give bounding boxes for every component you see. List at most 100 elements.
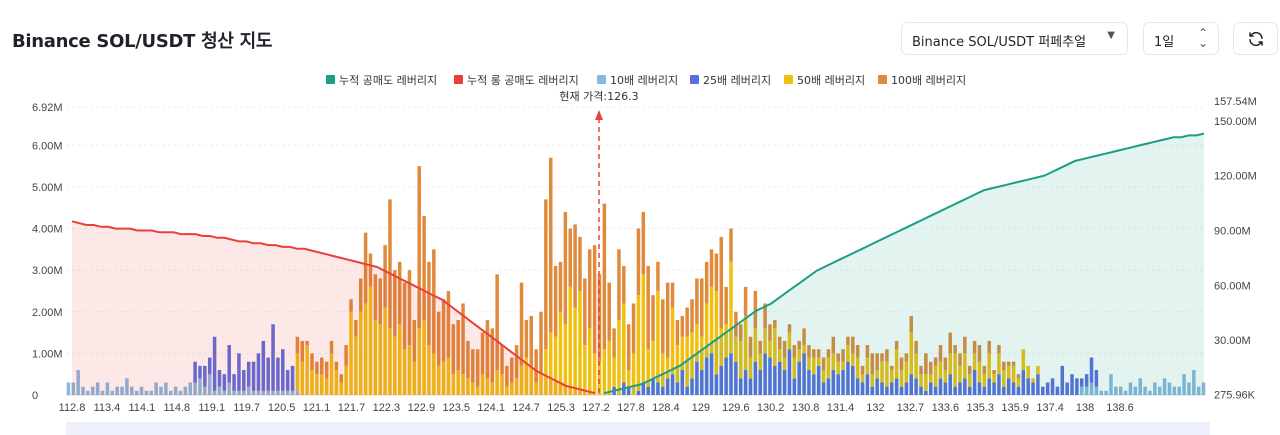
bar-segment bbox=[626, 324, 631, 371]
bar-segment bbox=[510, 357, 514, 383]
bar-segment bbox=[894, 349, 899, 379]
bar-segment bbox=[997, 374, 1001, 395]
bar-segment bbox=[212, 336, 217, 391]
bar-segment bbox=[665, 378, 670, 395]
bar-segment bbox=[977, 382, 982, 395]
bar-segment bbox=[402, 349, 407, 395]
bar-segment bbox=[700, 278, 704, 337]
bar-segment bbox=[1192, 370, 1196, 395]
bar-segment bbox=[349, 299, 353, 312]
bar-segment bbox=[358, 311, 363, 395]
bar-segment bbox=[441, 299, 446, 362]
bar-segment bbox=[548, 332, 553, 395]
bar-segment bbox=[246, 386, 251, 395]
y-right-tick-label: 120.00M bbox=[1214, 171, 1257, 183]
legend-swatch bbox=[690, 75, 699, 84]
bar-segment bbox=[432, 249, 436, 354]
bar-segment bbox=[583, 278, 587, 346]
bar-segment bbox=[777, 361, 782, 395]
bar-segment bbox=[422, 216, 426, 321]
bar-segment bbox=[890, 365, 894, 371]
bar-segment bbox=[354, 320, 358, 337]
bar-segment bbox=[807, 345, 811, 358]
legend-swatch bbox=[597, 75, 606, 84]
bar-segment bbox=[841, 349, 845, 362]
bar-segment bbox=[1031, 382, 1035, 395]
bar-segment bbox=[617, 320, 621, 395]
bar-segment bbox=[958, 353, 962, 366]
bar-segment bbox=[836, 374, 840, 395]
bar-segment bbox=[851, 336, 855, 354]
bar-segment bbox=[427, 261, 431, 346]
bar-segment bbox=[773, 328, 777, 366]
bar-segment bbox=[266, 390, 270, 395]
bar-segment bbox=[1016, 386, 1021, 395]
bar-segment bbox=[329, 340, 334, 354]
bar-segment bbox=[948, 332, 952, 354]
bar-segment bbox=[320, 374, 324, 395]
bar-segment bbox=[1021, 370, 1026, 395]
bar-segment bbox=[763, 303, 767, 329]
bar-segment bbox=[738, 324, 743, 341]
bar-segment bbox=[928, 374, 933, 383]
bar-segment bbox=[207, 374, 212, 395]
legend-label: 50배 레버리지 bbox=[797, 74, 865, 87]
bar-segment bbox=[383, 307, 387, 395]
bar-segment bbox=[636, 228, 641, 296]
x-tick-label: 124.7 bbox=[512, 402, 540, 414]
bar-segment bbox=[276, 357, 280, 391]
bar-segment bbox=[821, 382, 826, 395]
bar-segment bbox=[631, 303, 636, 354]
bar-segment bbox=[875, 370, 879, 379]
x-tick-label: 138 bbox=[1076, 402, 1094, 414]
bar-segment bbox=[1006, 378, 1011, 395]
refresh-button[interactable] bbox=[1233, 22, 1278, 55]
bar-segment bbox=[378, 278, 382, 325]
bar-segment bbox=[982, 374, 987, 387]
bar-segment bbox=[446, 290, 451, 358]
x-tick-label: 135.9 bbox=[1001, 402, 1029, 414]
bar-segment bbox=[495, 370, 499, 395]
bar-segment bbox=[738, 378, 743, 395]
period-select[interactable]: 1일 ⌃ ⌄ bbox=[1143, 22, 1219, 55]
bar-segment bbox=[919, 365, 923, 375]
bar-segment bbox=[953, 353, 957, 387]
bar-segment bbox=[661, 353, 665, 387]
bar-segment bbox=[646, 386, 650, 395]
bar-segment bbox=[977, 361, 982, 383]
bar-segment bbox=[86, 390, 90, 395]
bar-segment bbox=[281, 390, 285, 395]
bar-segment bbox=[641, 274, 646, 383]
pair-select[interactable]: Binance SOL/USDT 퍼페추얼 ▼ bbox=[901, 22, 1128, 55]
legend-label: 10배 레버리지 bbox=[610, 74, 678, 87]
bar-segment bbox=[743, 315, 748, 371]
y-left-tick-label: 0 bbox=[32, 390, 38, 402]
bar-segment bbox=[227, 382, 231, 395]
bar-segment bbox=[246, 361, 251, 387]
long-cum-area bbox=[72, 221, 595, 395]
x-tick-label: 133.6 bbox=[932, 402, 960, 414]
x-tick-label: 119.7 bbox=[233, 402, 260, 414]
current-price-arrow bbox=[595, 110, 603, 120]
bar-segment bbox=[704, 303, 709, 358]
bar-segment bbox=[368, 286, 373, 395]
bar-segment bbox=[924, 353, 928, 375]
bar-segment bbox=[1045, 382, 1050, 395]
bar-segment bbox=[115, 386, 119, 395]
bar-segment bbox=[495, 274, 499, 371]
bar-segment bbox=[412, 320, 417, 362]
bar-segment bbox=[349, 311, 353, 395]
bar-segment bbox=[865, 357, 870, 375]
bar-segment bbox=[1153, 382, 1157, 395]
legend-label: 100배 레버리지 bbox=[891, 74, 966, 87]
x-tick-label: 137.4 bbox=[1036, 402, 1064, 414]
bar-segment bbox=[242, 390, 246, 395]
bar-segment bbox=[626, 386, 631, 395]
bar-segment bbox=[714, 374, 719, 395]
bar-segment bbox=[958, 365, 962, 383]
bar-segment bbox=[700, 336, 704, 371]
y-left-tick-label: 1.00M bbox=[32, 348, 63, 360]
x-tick-label: 120.5 bbox=[268, 402, 296, 414]
bar-segment bbox=[1002, 386, 1006, 395]
bar-segment bbox=[592, 353, 597, 395]
